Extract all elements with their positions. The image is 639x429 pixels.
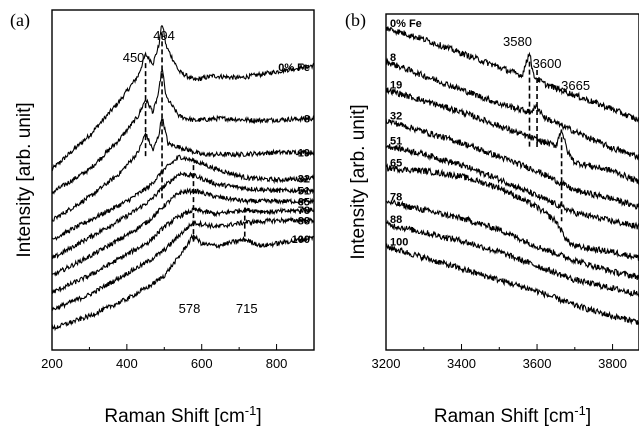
panel-b: (b) 3200 3400 3600 3800 Raman Shift [cm-1] Int…	[345, 10, 639, 427]
trace-line	[52, 187, 314, 277]
x-tick-label: 800	[266, 356, 288, 371]
series-label: 19	[298, 147, 310, 159]
series-label: 65	[390, 157, 402, 169]
trace-line	[52, 154, 314, 241]
plot-frame	[385, 13, 639, 351]
peak-label: 3580	[503, 34, 532, 49]
series-label: 0% Fe	[390, 18, 422, 30]
series-label: 88	[298, 215, 310, 227]
series-label: 32	[390, 111, 402, 123]
trace-line	[52, 216, 314, 312]
trace-line	[52, 25, 314, 172]
x-axis-title: Raman Shift [cm-1]	[434, 403, 591, 427]
series-label: 0% Fe	[278, 62, 310, 74]
series-label: 32	[298, 173, 310, 185]
peak-label: 450	[123, 50, 145, 65]
panel-letter: (b)	[345, 10, 366, 31]
peak-label: 3665	[561, 78, 590, 93]
trace-line	[386, 199, 639, 280]
trace-line	[386, 57, 639, 161]
x-tick-label: 600	[191, 356, 213, 371]
series-label: 8	[390, 52, 396, 64]
series-label: 100	[390, 237, 408, 249]
x-tick-label: 3400	[447, 356, 476, 371]
series-label: 65	[298, 196, 310, 208]
trace-line	[52, 233, 314, 332]
trace-line	[386, 143, 639, 230]
trace-line	[386, 163, 639, 262]
series-label: 51	[298, 186, 310, 198]
trace-line	[52, 69, 314, 195]
trace-line	[386, 87, 639, 186]
y-axis-title: Intensity [arb. unit]	[14, 102, 35, 257]
series-label: 51	[390, 135, 402, 147]
trace-line	[386, 118, 639, 210]
y-axis-title: Intensity [arb. unit]	[348, 104, 369, 259]
series-label: 100	[292, 234, 310, 246]
panel-letter: (a)	[10, 10, 30, 31]
series-label: 19	[390, 80, 402, 92]
trace-line	[386, 219, 639, 298]
series-label: 8	[304, 114, 310, 126]
trace-line	[52, 170, 314, 260]
trace-line	[386, 243, 639, 326]
traces	[386, 26, 639, 326]
series-label: 78	[298, 205, 310, 217]
trace-line	[52, 206, 314, 294]
x-axis-title: Raman Shift [cm-1]	[104, 403, 261, 427]
x-tick-label: 3800	[598, 356, 627, 371]
series-label: 78	[390, 191, 402, 203]
peak-label: 3600	[533, 56, 562, 71]
traces	[52, 25, 314, 332]
x-tick-label: 400	[116, 356, 138, 371]
panel-a: (a) 200 400 600 800 Raman Shift [cm-1] Intensi…	[10, 9, 315, 427]
trace-line	[386, 26, 639, 124]
peak-label: 715	[236, 301, 258, 316]
x-tick-label: 3200	[372, 356, 401, 371]
x-tick-label: 3600	[523, 356, 552, 371]
peak-label: 494	[153, 28, 175, 43]
x-tick-label: 200	[41, 356, 63, 371]
peak-label: 578	[179, 301, 201, 316]
plot-frame	[51, 9, 315, 351]
series-label: 88	[390, 214, 402, 226]
trace-line	[52, 117, 314, 222]
